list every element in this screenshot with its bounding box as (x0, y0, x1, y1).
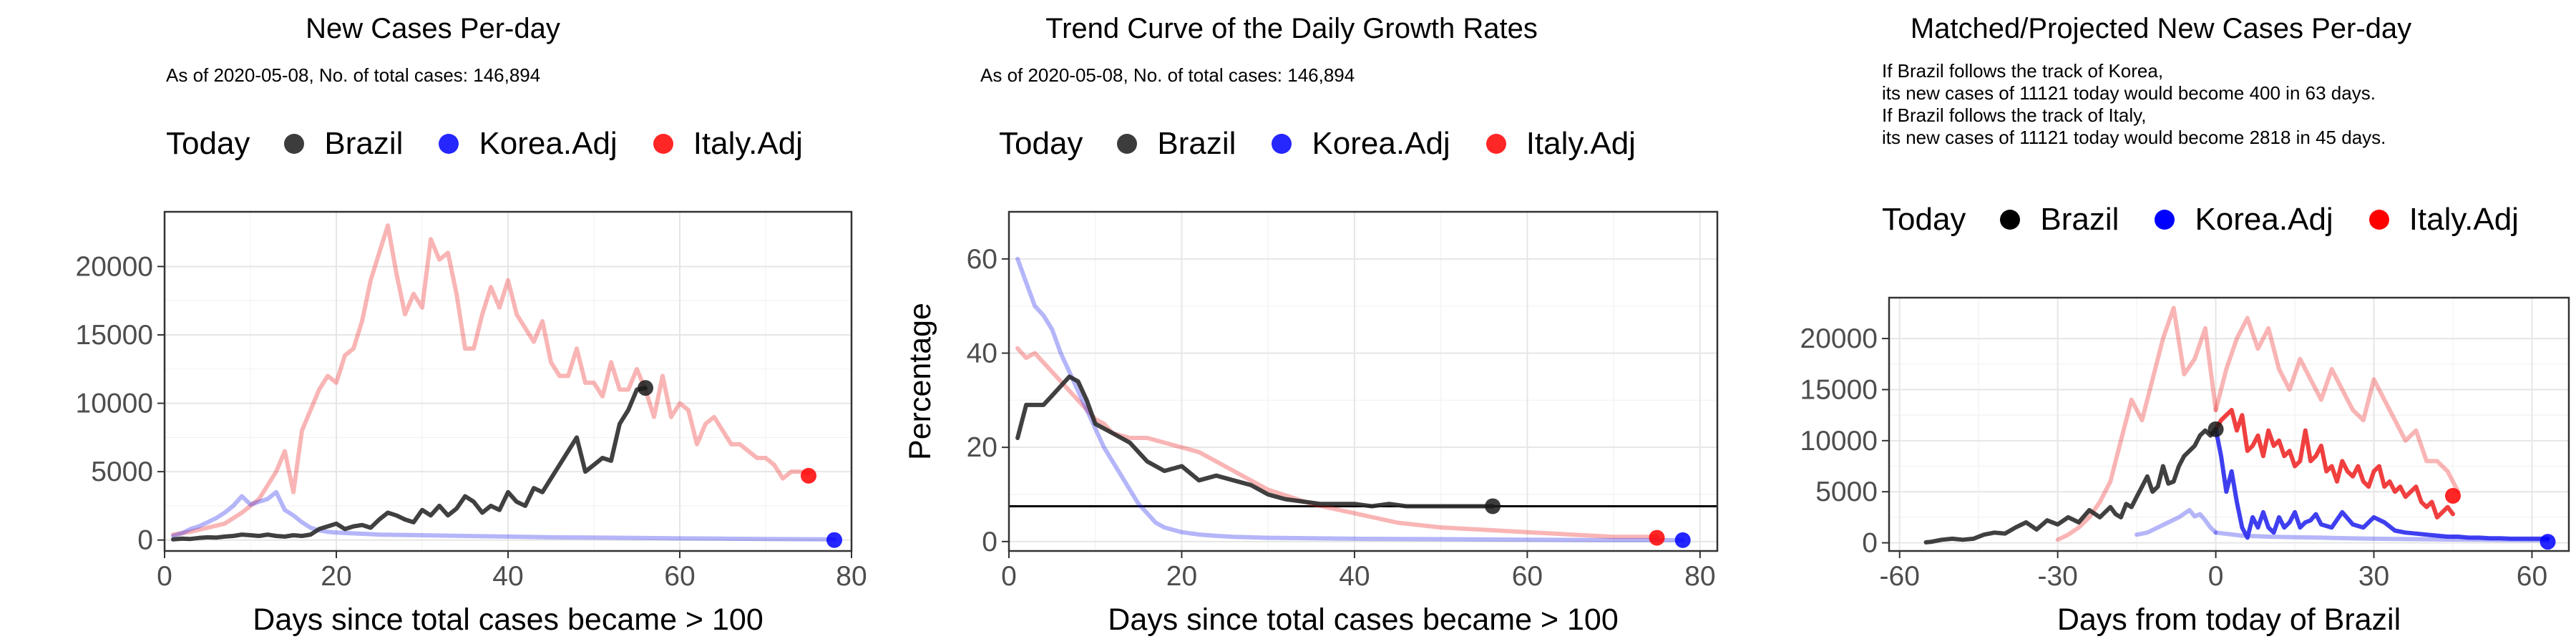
projected-plot: -60 -30 0 30 60 0 5000 10000 15000 20000 Days from… (1800, 296, 2570, 637)
chart-title: Matched/Projected New Cases Per-day (1910, 13, 2412, 44)
note-line: If Brazil follows the track of Italy, (1882, 104, 2147, 126)
series-line-italy-adj (1015, 346, 1659, 540)
y-tick-label: 5000 (1815, 477, 1878, 507)
y-tick-label: 0 (1862, 528, 1878, 559)
y-tick-label: 20000 (76, 251, 153, 282)
y-tick-label: 20000 (1800, 323, 1878, 354)
series-line-korea-adj (171, 489, 836, 542)
y-axis-label: Percentage (903, 303, 937, 460)
series-line-korea-adj (1015, 256, 1685, 542)
y-tick-label: 0 (982, 527, 997, 557)
panel-growth-rates: Trend Curve of the Daily Growth Rates As… (866, 0, 1732, 644)
today-point-korea-adj (1674, 532, 1691, 548)
today-point-korea-adj (826, 532, 842, 548)
growth-plot: 0 20 40 60 80 0 20 40 60 Days since total cases b… (903, 210, 1719, 637)
x-tick-label: 0 (2208, 561, 2224, 592)
legend-key-korea (1272, 134, 1292, 154)
note-line: its new cases of 11121 today would becom… (1882, 127, 2386, 148)
y-tick-label: 20 (967, 432, 997, 463)
series-line-italy-adj-matched (2213, 316, 2461, 494)
y-tick-label: 15000 (1800, 374, 1878, 405)
legend-key-brazil (1117, 134, 1138, 154)
legend-label-korea: Korea.Adj (1312, 126, 1450, 161)
x-tick-label: 20 (321, 561, 351, 592)
series-line-brazil (171, 386, 648, 542)
projection-note: If Brazil follows the track of Korea, it… (1882, 60, 2386, 149)
legend-title: Today (166, 126, 250, 161)
legend-key-italy (1485, 134, 1506, 154)
chart-subtitle: As of 2020-05-08, No. of total cases: 14… (166, 64, 541, 86)
legend-label-italy: Italy.Adj (2409, 202, 2519, 237)
legend-key-brazil (2000, 210, 2021, 230)
today-point-italy-adj (1649, 530, 1665, 546)
x-tick-label: 0 (1001, 561, 1017, 592)
series-line-brazil (1015, 374, 1496, 509)
legend-label-brazil: Brazil (324, 126, 404, 161)
x-tick-label: 60 (664, 561, 695, 592)
x-tick-label: 60 (2517, 561, 2547, 592)
plot-area (1889, 298, 2569, 551)
legend-key-korea (439, 134, 459, 154)
today-point-brazil (638, 380, 653, 396)
legend: Today Brazil Korea.Adj Italy.Adj (1882, 202, 2555, 238)
cases-plot: 0 20 40 60 80 0 5000 10000 15000 20000 Days since … (76, 210, 867, 637)
legend-label-korea: Korea.Adj (2195, 202, 2333, 237)
today-point-italy-adj (801, 467, 816, 484)
today-point-brazil (2207, 421, 2224, 437)
legend: Today Brazil Korea.Adj Italy.Adj (166, 126, 839, 162)
plot-border (1008, 210, 1719, 552)
legend-key-korea (2155, 210, 2175, 230)
series-line-italy-adj (171, 223, 811, 537)
series-line-korea-adj-past (2135, 507, 2218, 537)
series-line-italy-adj-projected (2213, 408, 2455, 519)
x-tick-label: 40 (1339, 561, 1370, 592)
y-tick-label: 40 (967, 338, 997, 369)
y-tick-label: 15000 (76, 320, 153, 351)
x-axis-label: Days since total cases became > 100 (253, 602, 763, 637)
x-tick-label: 30 (2358, 561, 2389, 592)
today-point-italy-adj (2444, 487, 2461, 504)
y-tick-label: 10000 (1800, 426, 1878, 457)
plot-area (1009, 212, 1717, 551)
x-tick-label: -30 (2037, 561, 2077, 592)
y-tick-label: 5000 (91, 457, 153, 487)
note-line: If Brazil follows the track of Korea, (1882, 60, 2164, 82)
legend-label-italy: Italy.Adj (1526, 126, 1636, 161)
legend-key-brazil (284, 134, 305, 154)
legend-label-korea: Korea.Adj (479, 126, 618, 161)
today-point-korea-adj (2540, 534, 2556, 550)
series-line-italy-adj-past (2055, 306, 2218, 542)
legend: Today Brazil Korea.Adj Italy.Adj (999, 126, 1672, 162)
plot-border (1888, 296, 2570, 552)
panel-new-cases: New Cases Per-day As of 2020-05-08, No. … (0, 0, 867, 644)
x-tick-label: 80 (1684, 561, 1715, 592)
today-point-brazil (1485, 498, 1501, 514)
legend-label-brazil: Brazil (1157, 126, 1236, 161)
x-tick-label: 40 (492, 561, 523, 592)
x-axis-label: Days from today of Brazil (2057, 602, 2401, 637)
x-tick-label: -60 (1880, 561, 1920, 592)
series-line-brazil (1923, 426, 2218, 545)
legend-title: Today (999, 126, 1083, 161)
x-tick-label: 0 (157, 561, 172, 592)
plot-border (163, 210, 853, 552)
x-tick-label: 60 (1512, 561, 1543, 592)
legend-label-brazil: Brazil (2040, 202, 2119, 237)
y-tick-label: 10000 (76, 389, 153, 419)
chart-subtitle: As of 2020-05-08, No. of total cases: 14… (980, 64, 1355, 86)
x-tick-label: 20 (1166, 561, 1197, 592)
note-line: its new cases of 11121 today would becom… (1882, 82, 2376, 104)
legend-label-italy: Italy.Adj (693, 126, 803, 161)
chart-title: Trend Curve of the Daily Growth Rates (1045, 13, 1538, 44)
y-tick-label: 60 (967, 244, 997, 275)
panel-projected: Matched/Projected New Cases Per-day If B… (1732, 0, 2576, 644)
x-axis-label: Days since total cases became > 100 (1108, 602, 1618, 637)
x-tick-label: 80 (836, 561, 867, 592)
legend-key-italy (653, 134, 673, 154)
series-line-korea-adj-projected (2213, 426, 2550, 541)
legend-title: Today (1882, 202, 1966, 237)
y-tick-label: 0 (137, 525, 153, 556)
legend-key-italy (2368, 210, 2389, 230)
chart-title: New Cases Per-day (306, 13, 560, 44)
